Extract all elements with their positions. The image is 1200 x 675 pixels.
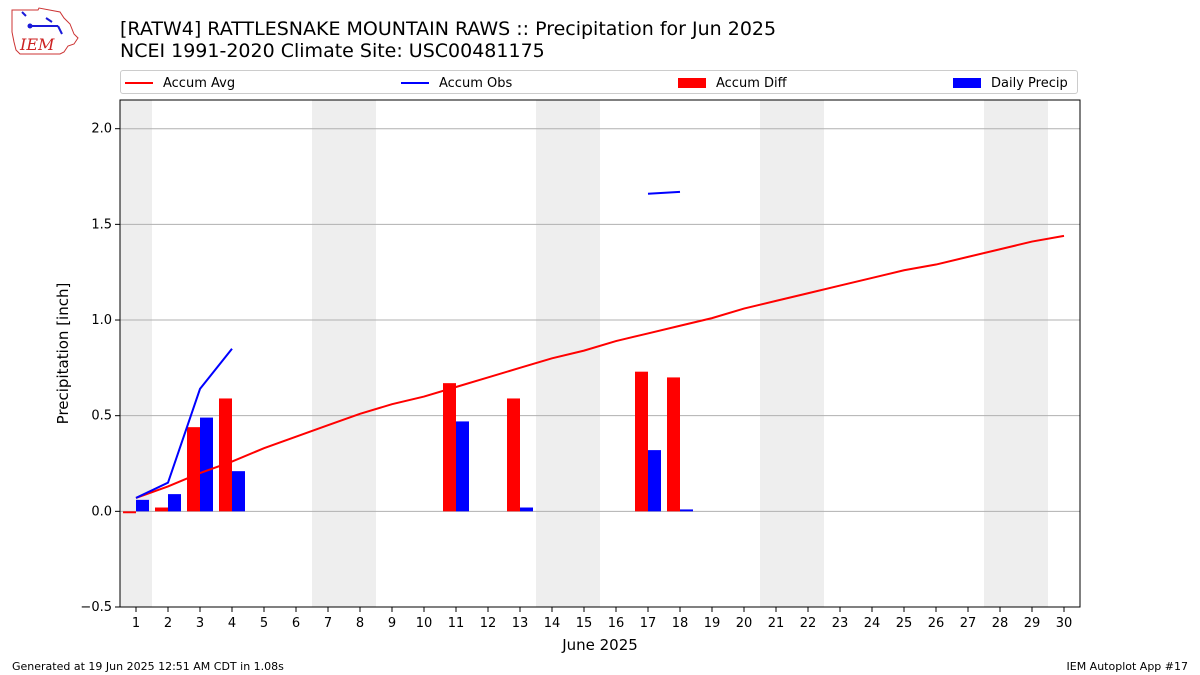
legend-item-accum-avg: Accum Avg bbox=[125, 74, 235, 92]
bar-daily-precip-day-18 bbox=[680, 509, 693, 512]
x-tick-label: 30 bbox=[1056, 616, 1073, 631]
weekend-shade-day-22 bbox=[792, 100, 824, 607]
legend-label-accum-diff: Accum Diff bbox=[716, 75, 787, 91]
bar-accum-diff-day-18 bbox=[667, 377, 680, 512]
x-tick-label: 22 bbox=[800, 616, 817, 631]
x-tick-label: 24 bbox=[864, 616, 881, 631]
bar-daily-precip-day-4 bbox=[232, 471, 245, 512]
x-tick-label: 12 bbox=[480, 616, 497, 631]
y-tick-label: 0.5 bbox=[91, 409, 112, 424]
legend-label-accum-avg: Accum Avg bbox=[163, 75, 236, 91]
x-tick-label: 16 bbox=[608, 616, 625, 631]
x-tick-label: 15 bbox=[576, 616, 593, 631]
legend-label-accum-obs: Accum Obs bbox=[439, 75, 513, 91]
bar-daily-precip-day-1 bbox=[136, 499, 149, 512]
weekend-shade-day-29 bbox=[1016, 100, 1048, 607]
footer-app: IEM Autoplot App #17 bbox=[1066, 660, 1189, 673]
x-tick-label: 21 bbox=[768, 616, 785, 631]
x-tick-label: 8 bbox=[356, 616, 364, 631]
x-tick-label: 19 bbox=[704, 616, 721, 631]
weekend-shade-day-28 bbox=[984, 100, 1016, 607]
x-tick-label: 27 bbox=[960, 616, 977, 631]
iem-logo-text: IEM bbox=[19, 35, 55, 54]
y-tick-label: 1.5 bbox=[91, 217, 112, 232]
x-tick-label: 11 bbox=[448, 616, 465, 631]
bar-accum-diff-day-13 bbox=[507, 398, 520, 512]
legend-swatch-accum-avg bbox=[125, 82, 153, 84]
legend-item-daily-precip: Daily Precip bbox=[953, 74, 1068, 92]
legend-item-accum-obs: Accum Obs bbox=[401, 74, 512, 92]
x-tick-label: 7 bbox=[324, 616, 332, 631]
legend-item-accum-diff: Accum Diff bbox=[678, 74, 787, 92]
line-accum-avg bbox=[135, 234, 1065, 499]
x-tick-label: 5 bbox=[260, 616, 268, 631]
bar-accum-diff-day-3 bbox=[187, 427, 200, 512]
bar-daily-precip-day-13 bbox=[520, 507, 533, 512]
bar-daily-precip-day-17 bbox=[648, 450, 661, 512]
weekend-shade-day-8 bbox=[344, 100, 376, 607]
x-tick-label: 23 bbox=[832, 616, 849, 631]
bar-daily-precip-day-11 bbox=[456, 421, 469, 512]
line-accum-obs-segment-2 bbox=[647, 190, 681, 195]
weekend-shade-day-1 bbox=[120, 100, 152, 607]
x-tick-label: 20 bbox=[736, 616, 753, 631]
plot-frame bbox=[119, 99, 1081, 608]
iem-logo: IEM bbox=[11, 7, 79, 55]
footer-generated: Generated at 19 Jun 2025 12:51 AM CDT in… bbox=[12, 660, 284, 673]
x-tick-label: 2 bbox=[164, 616, 172, 631]
x-tick-label: 9 bbox=[388, 616, 396, 631]
x-tick-label: 3 bbox=[196, 616, 204, 631]
x-tick-label: 4 bbox=[228, 616, 236, 631]
bar-accum-diff-day-17 bbox=[635, 371, 648, 512]
weekend-shade-day-14 bbox=[536, 100, 568, 607]
legend-label-daily-precip: Daily Precip bbox=[991, 75, 1068, 91]
x-tick-label: 25 bbox=[896, 616, 913, 631]
x-tick-label: 10 bbox=[416, 616, 433, 631]
weekend-shade-day-21 bbox=[760, 100, 792, 607]
bar-accum-diff-day-2 bbox=[155, 507, 168, 512]
chart-subtitle: NCEI 1991-2020 Climate Site: USC00481175 bbox=[120, 40, 545, 62]
x-tick-label: 26 bbox=[928, 616, 945, 631]
bar-daily-precip-day-2 bbox=[168, 494, 181, 512]
bar-daily-precip-day-3 bbox=[200, 417, 213, 512]
x-tick-label: 17 bbox=[640, 616, 657, 631]
x-tick-label: 6 bbox=[292, 616, 300, 631]
bar-accum-diff-day-4 bbox=[219, 398, 232, 512]
x-tick-label: 29 bbox=[1024, 616, 1041, 631]
y-tick-label: 2.0 bbox=[91, 122, 112, 137]
x-tick-label: 1 bbox=[132, 616, 140, 631]
y-axis-label: Precipitation [inch] bbox=[54, 283, 72, 425]
x-tick-label: 14 bbox=[544, 616, 561, 631]
y-tick-label: 0.0 bbox=[91, 504, 112, 519]
legend-swatch-accum-diff bbox=[678, 78, 706, 88]
bar-accum-diff-day-11 bbox=[443, 383, 456, 512]
legend-swatch-daily-precip bbox=[953, 78, 981, 88]
x-tick-label: 18 bbox=[672, 616, 689, 631]
chart-title: [RATW4] RATTLESNAKE MOUNTAIN RAWS :: Pre… bbox=[120, 18, 777, 40]
y-tick-label: 1.0 bbox=[91, 313, 112, 328]
weekend-shade-day-7 bbox=[312, 100, 344, 607]
legend-swatch-accum-obs bbox=[401, 82, 429, 84]
line-accum-obs-segment-1 bbox=[135, 348, 233, 499]
y-tick-label: −0.5 bbox=[80, 600, 112, 615]
legend: Accum Avg Accum Obs Accum Diff Daily Pre… bbox=[120, 70, 1078, 94]
x-tick-label: 28 bbox=[992, 616, 1009, 631]
x-tick-label: 13 bbox=[512, 616, 529, 631]
x-axis-label: June 2025 bbox=[561, 636, 638, 654]
bar-accum-diff-day-1 bbox=[123, 511, 136, 514]
